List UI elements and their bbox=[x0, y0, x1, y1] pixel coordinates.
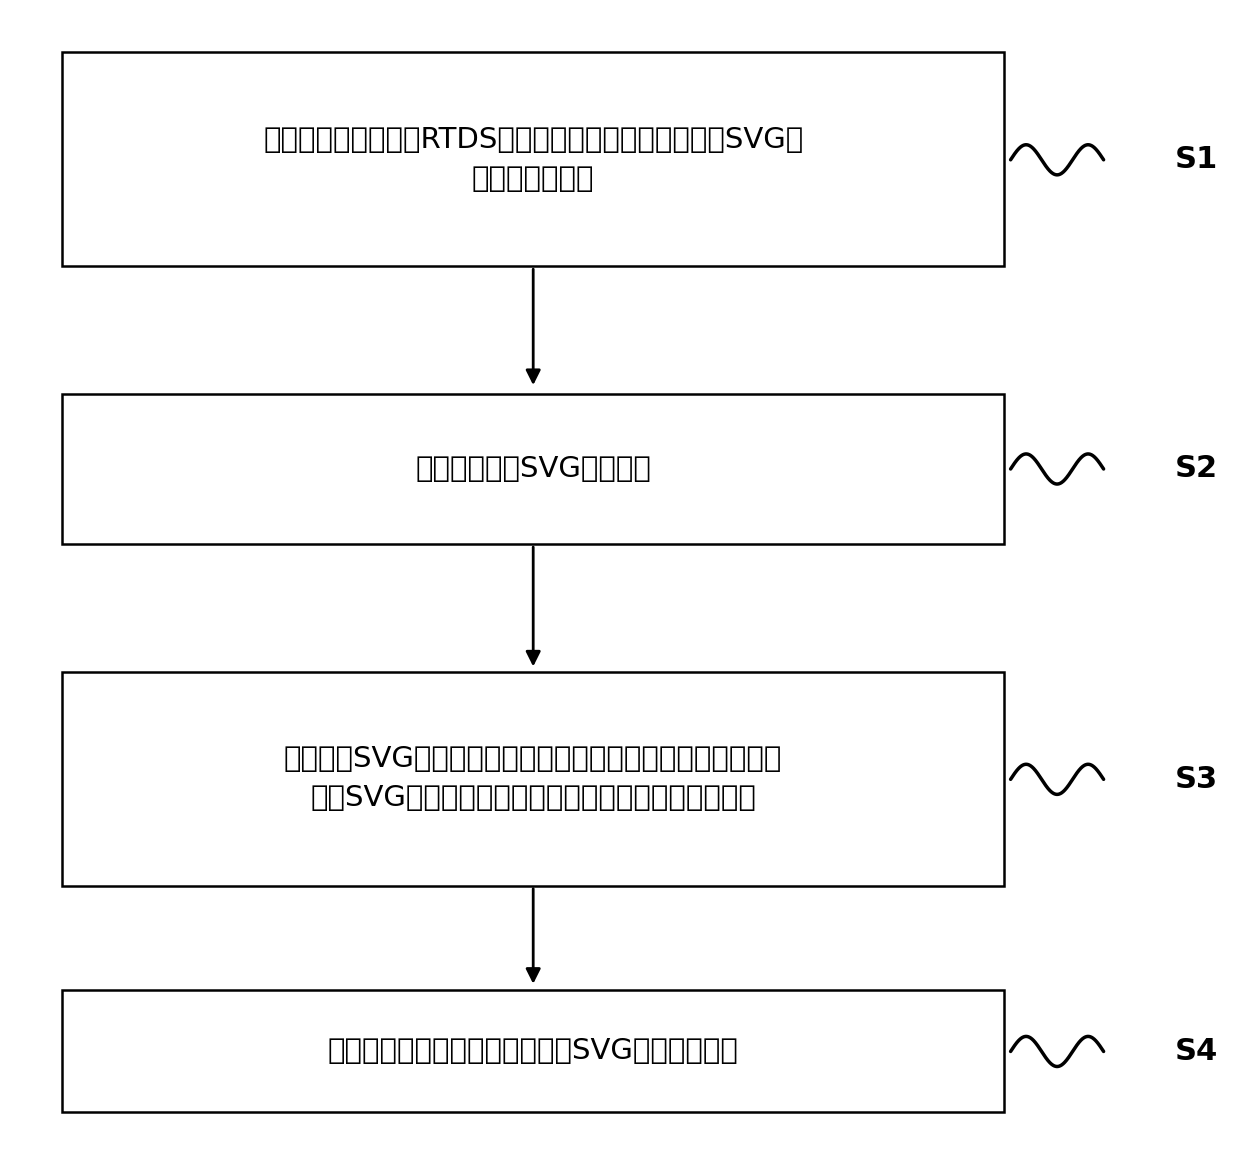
FancyBboxPatch shape bbox=[62, 672, 1004, 886]
Text: S1: S1 bbox=[1176, 145, 1218, 175]
FancyBboxPatch shape bbox=[62, 394, 1004, 544]
FancyBboxPatch shape bbox=[62, 990, 1004, 1112]
FancyBboxPatch shape bbox=[62, 52, 1004, 266]
Text: 设定至少两种SVG运行模式: 设定至少两种SVG运行模式 bbox=[415, 455, 651, 483]
Text: S2: S2 bbox=[1176, 454, 1218, 484]
Text: 根据各测试结果，判断至少两种SVG运行模式效果: 根据各测试结果，判断至少两种SVG运行模式效果 bbox=[327, 1036, 739, 1065]
Text: S4: S4 bbox=[1176, 1036, 1218, 1067]
Text: S3: S3 bbox=[1176, 764, 1218, 794]
Text: 切换执行SVG运行模式，通过控制设备驱动电网模型运行，以
进行SVG抑制次同步振荡测试，得到至少两次测试结果: 切换执行SVG运行模式，通过控制设备驱动电网模型运行，以 进行SVG抑制次同步振… bbox=[284, 746, 782, 812]
Text: 通过控制设备，结合RTDS、功率放大器、光电转换器和SVG建
立仿真电网模型: 通过控制设备，结合RTDS、功率放大器、光电转换器和SVG建 立仿真电网模型 bbox=[263, 126, 804, 192]
